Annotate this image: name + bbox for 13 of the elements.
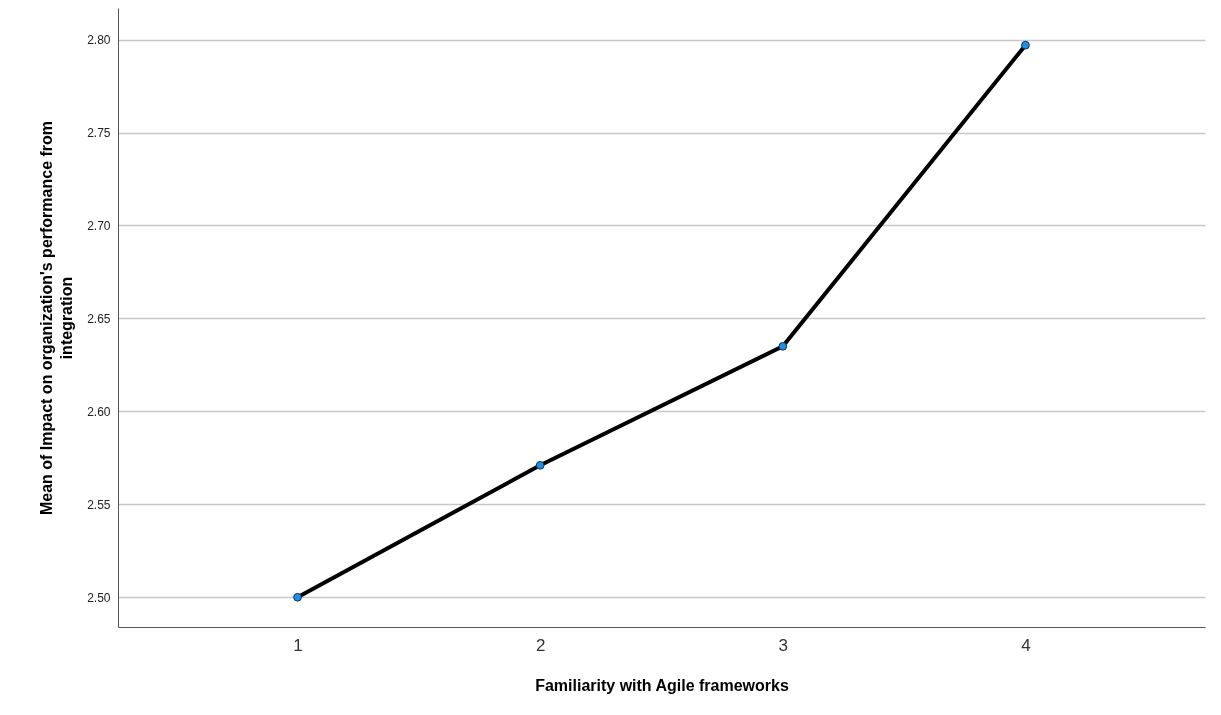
- x-axis-title: Familiarity with Agile frameworks: [535, 676, 789, 694]
- y-axis-title: Mean of Impact on organization's performance from integration: [38, 120, 76, 516]
- y-tick-label: 2.60: [87, 404, 111, 419]
- y-tick-label: 2.70: [87, 218, 111, 233]
- y-tick-label: 2.75: [87, 126, 111, 141]
- y-tick-label: 2.55: [87, 497, 111, 512]
- x-tick-label: 1: [293, 635, 303, 655]
- y-tick-label: 2.80: [87, 33, 111, 48]
- y-tick-label: 2.50: [87, 590, 111, 605]
- x-tick-label: 3: [778, 635, 789, 655]
- x-tick-label: 4: [1021, 635, 1031, 655]
- y-tick-label: 2.65: [87, 311, 111, 326]
- x-tick-label: 2: [535, 635, 546, 655]
